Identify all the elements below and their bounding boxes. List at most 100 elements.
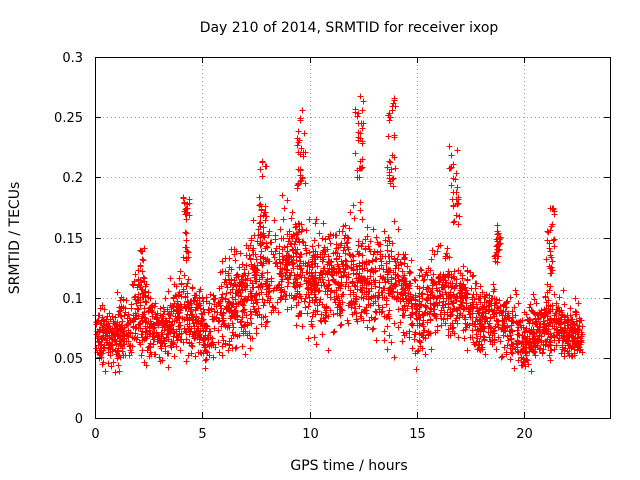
data-point	[117, 326, 124, 333]
data-point	[292, 284, 299, 291]
data-point	[183, 237, 190, 244]
data-point	[164, 306, 171, 313]
data-point	[445, 326, 452, 333]
data-point	[298, 145, 305, 152]
data-point	[470, 272, 477, 279]
data-point	[259, 274, 266, 281]
data-point	[460, 263, 467, 270]
data-point	[413, 366, 420, 373]
data-point	[297, 167, 304, 174]
data-point	[226, 264, 233, 271]
data-point	[354, 318, 361, 325]
data-point	[315, 287, 322, 294]
data-point	[256, 194, 263, 201]
data-point	[226, 302, 233, 309]
data-point	[345, 271, 352, 278]
data-point	[244, 296, 251, 303]
data-point	[527, 338, 534, 345]
data-point	[238, 293, 245, 300]
data-point	[482, 294, 489, 301]
data-point	[205, 306, 212, 313]
data-point	[494, 318, 501, 325]
data-point	[443, 250, 450, 257]
data-point	[475, 307, 482, 314]
data-point	[546, 320, 553, 327]
data-point	[177, 268, 184, 275]
data-point	[274, 263, 281, 270]
data-point	[395, 324, 402, 331]
data-point	[578, 317, 585, 324]
data-point	[395, 251, 402, 258]
data-point	[490, 288, 497, 295]
data-point	[249, 247, 256, 254]
data-point	[288, 292, 295, 299]
data-point	[346, 251, 353, 258]
data-point	[561, 301, 568, 308]
data-point	[420, 317, 427, 324]
data-point	[387, 159, 394, 166]
data-point	[451, 330, 458, 337]
data-point	[114, 333, 121, 340]
data-point	[303, 247, 310, 254]
data-point	[418, 267, 425, 274]
data-point	[120, 352, 127, 359]
data-point	[277, 226, 284, 233]
data-point	[464, 347, 471, 354]
data-point	[247, 315, 254, 322]
data-point	[364, 224, 371, 231]
data-point	[351, 215, 358, 222]
data-point	[345, 283, 352, 290]
data-point	[286, 235, 293, 242]
data-point	[184, 280, 191, 287]
data-point	[386, 315, 393, 322]
data-point	[530, 291, 537, 298]
data-point	[542, 293, 549, 300]
data-point	[356, 270, 363, 277]
data-point	[355, 110, 362, 117]
data-point	[511, 365, 518, 372]
data-point	[297, 115, 304, 122]
data-point	[495, 334, 502, 341]
data-point	[478, 341, 485, 348]
data-point	[441, 309, 448, 316]
data-point	[232, 308, 239, 315]
data-point	[482, 310, 489, 317]
data-point	[380, 285, 387, 292]
data-point	[448, 271, 455, 278]
data-point	[375, 302, 382, 309]
data-point	[493, 300, 500, 307]
data-point	[416, 320, 423, 327]
data-point	[413, 315, 420, 322]
data-point	[548, 254, 555, 261]
data-point	[513, 291, 520, 298]
data-point	[302, 304, 309, 311]
data-point	[98, 335, 105, 342]
data-point	[454, 184, 461, 191]
data-point	[162, 348, 169, 355]
data-point	[428, 346, 435, 353]
data-point	[551, 346, 558, 353]
data-point	[322, 236, 329, 243]
data-point	[253, 278, 260, 285]
data-point	[138, 248, 145, 255]
data-point	[181, 325, 188, 332]
data-point	[491, 313, 498, 320]
data-point	[112, 369, 119, 376]
data-point	[542, 310, 549, 317]
data-point	[263, 213, 270, 220]
data-point	[218, 305, 225, 312]
data-point	[459, 293, 466, 300]
data-point	[504, 298, 511, 305]
data-point	[156, 354, 163, 361]
data-point	[143, 362, 150, 369]
data-point	[301, 130, 308, 137]
data-point	[401, 303, 408, 310]
data-point	[510, 318, 517, 325]
data-point	[112, 314, 119, 321]
data-point	[273, 245, 280, 252]
data-point	[159, 331, 166, 338]
data-point	[305, 303, 312, 310]
data-point	[469, 273, 476, 280]
data-point	[168, 304, 175, 311]
data-point	[458, 302, 465, 309]
